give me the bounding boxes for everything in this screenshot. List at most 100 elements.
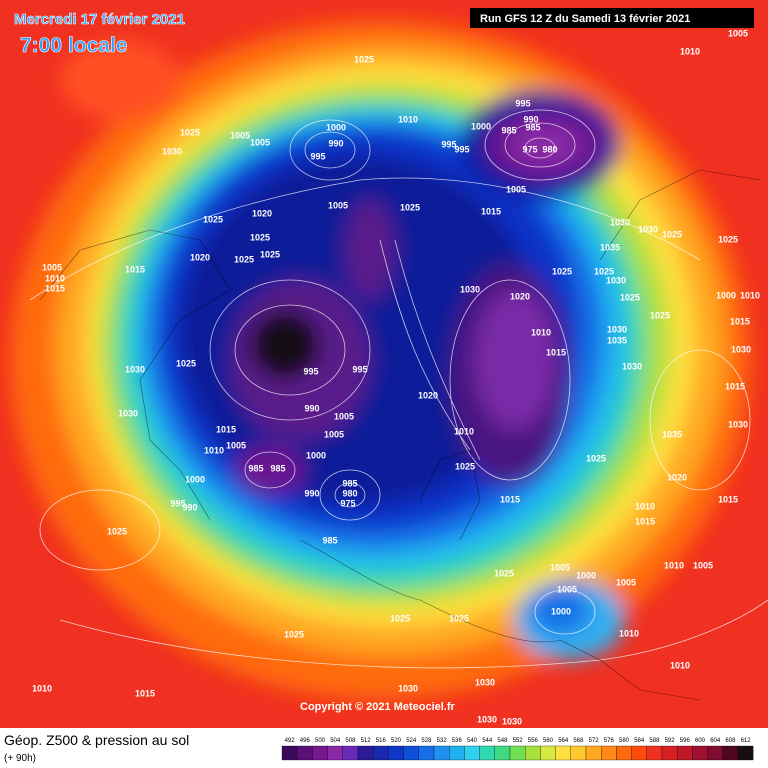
pressure-label: 1020 [667, 472, 687, 482]
pressure-label: 1020 [190, 252, 210, 262]
pressure-label: 1015 [45, 283, 65, 293]
pressure-label: 1025 [203, 214, 223, 224]
pressure-label: 1005 [226, 440, 246, 450]
pressure-label: 990 [182, 502, 197, 512]
pressure-label: 1005 [506, 184, 526, 194]
color-swatch [297, 745, 313, 761]
pressure-label: 1010 [635, 501, 655, 511]
pressure-label: 1025 [107, 526, 127, 536]
pressure-label: 1015 [546, 347, 566, 357]
color-swatch [737, 745, 754, 761]
pressure-label: 1030 [162, 146, 182, 156]
color-swatch [692, 745, 708, 761]
pressure-label: 1025 [284, 629, 304, 639]
pressure-label: 1030 [731, 344, 751, 354]
pressure-label: 1000 [326, 122, 346, 132]
pressure-label: 1030 [502, 716, 522, 726]
pressure-label: 1010 [398, 114, 418, 124]
color-swatch [661, 745, 678, 761]
pressure-label: 1010 [204, 445, 224, 455]
pressure-label: 1005 [324, 429, 344, 439]
scale-label: 552 [513, 738, 524, 744]
color-swatch [707, 745, 723, 761]
pressure-label: 1005 [42, 262, 62, 272]
pressure-label: 980 [342, 488, 357, 498]
pressure-label: 1005 [693, 560, 713, 570]
pressure-label: 1025 [234, 254, 254, 264]
pressure-label: 1025 [718, 234, 738, 244]
color-swatch [646, 745, 663, 761]
color-swatch [373, 745, 389, 761]
isobars [29, 109, 768, 669]
pressure-label: 1025 [390, 613, 410, 623]
scale-label: 524 [406, 738, 417, 744]
pressure-label: 1000 [576, 570, 596, 580]
footer-title: Géop. Z500 & pression au sol [4, 732, 189, 748]
color-swatch [631, 745, 647, 761]
pressure-label: 1010 [32, 683, 52, 693]
pressure-label: 1030 [638, 224, 658, 234]
scale-label: 576 [604, 738, 615, 744]
color-swatch [509, 745, 526, 761]
color-swatch [312, 745, 328, 761]
scale-label: 584 [634, 738, 645, 744]
date: Mercredi 17 février 2021 [14, 11, 185, 28]
run-info: Run GFS 12 Z du Samedi 13 février 2021 [480, 13, 690, 25]
pressure-label: 1030 [125, 364, 145, 374]
pressure-label: 1010 [619, 628, 639, 638]
color-swatch [342, 745, 359, 761]
pressure-label: 1030 [610, 217, 630, 227]
lead-time: (+ 90h) [4, 753, 36, 764]
pressure-label: 995 [441, 139, 456, 149]
pressure-label: 1020 [252, 208, 272, 218]
pressure-label: 990 [304, 403, 319, 413]
pressure-label: 1025 [650, 310, 670, 320]
scale-label: 600 [695, 738, 706, 744]
scale-label: 508 [345, 738, 356, 744]
local-time: 7:00 locale [20, 34, 127, 57]
pressure-label: 985 [270, 463, 285, 473]
color-swatch [449, 745, 465, 761]
pressure-label: 1015 [481, 206, 501, 216]
pressure-label: 1030 [607, 324, 627, 334]
scale-label: 492 [285, 738, 296, 744]
scale-label: 516 [376, 738, 387, 744]
color-swatch [601, 745, 617, 761]
scale-label: 596 [680, 738, 691, 744]
pressure-label: 1005 [230, 130, 250, 140]
pressure-label: 995 [515, 98, 530, 108]
pressure-label: 1005 [328, 200, 348, 210]
pressure-label: 1010 [45, 273, 65, 283]
pressure-label: 1005 [557, 584, 577, 594]
pressure-label: 1010 [740, 290, 760, 300]
pressure-label: 990 [328, 138, 343, 148]
pressure-label: 1015 [125, 264, 145, 274]
pressure-label: 1015 [730, 316, 750, 326]
color-swatch [585, 745, 602, 761]
pressure-label: 1025 [620, 292, 640, 302]
scale-label: 520 [391, 738, 402, 744]
pressure-label: 1000 [185, 474, 205, 484]
color-swatch [677, 745, 693, 761]
color-swatch [327, 745, 343, 761]
pressure-label: 1025 [400, 202, 420, 212]
pressure-label: 1025 [494, 568, 514, 578]
pressure-label: 1010 [454, 426, 474, 436]
pressure-label: 1015 [635, 516, 655, 526]
scale-label: 572 [589, 738, 600, 744]
scale-label: 608 [725, 738, 736, 744]
color-swatch [418, 745, 435, 761]
pressure-label: 1000 [551, 606, 571, 616]
scale-label: 532 [437, 738, 448, 744]
pressure-label: 1015 [718, 494, 738, 504]
pressure-label: 1000 [716, 290, 736, 300]
scale-label: 612 [741, 738, 752, 744]
pressure-label: 1025 [176, 358, 196, 368]
pressure-label: 1005 [334, 411, 354, 421]
scale-label: 536 [452, 738, 463, 744]
pressure-label: 1025 [662, 229, 682, 239]
pressure-label: 1025 [180, 127, 200, 137]
pressure-label: 1005 [550, 562, 570, 572]
